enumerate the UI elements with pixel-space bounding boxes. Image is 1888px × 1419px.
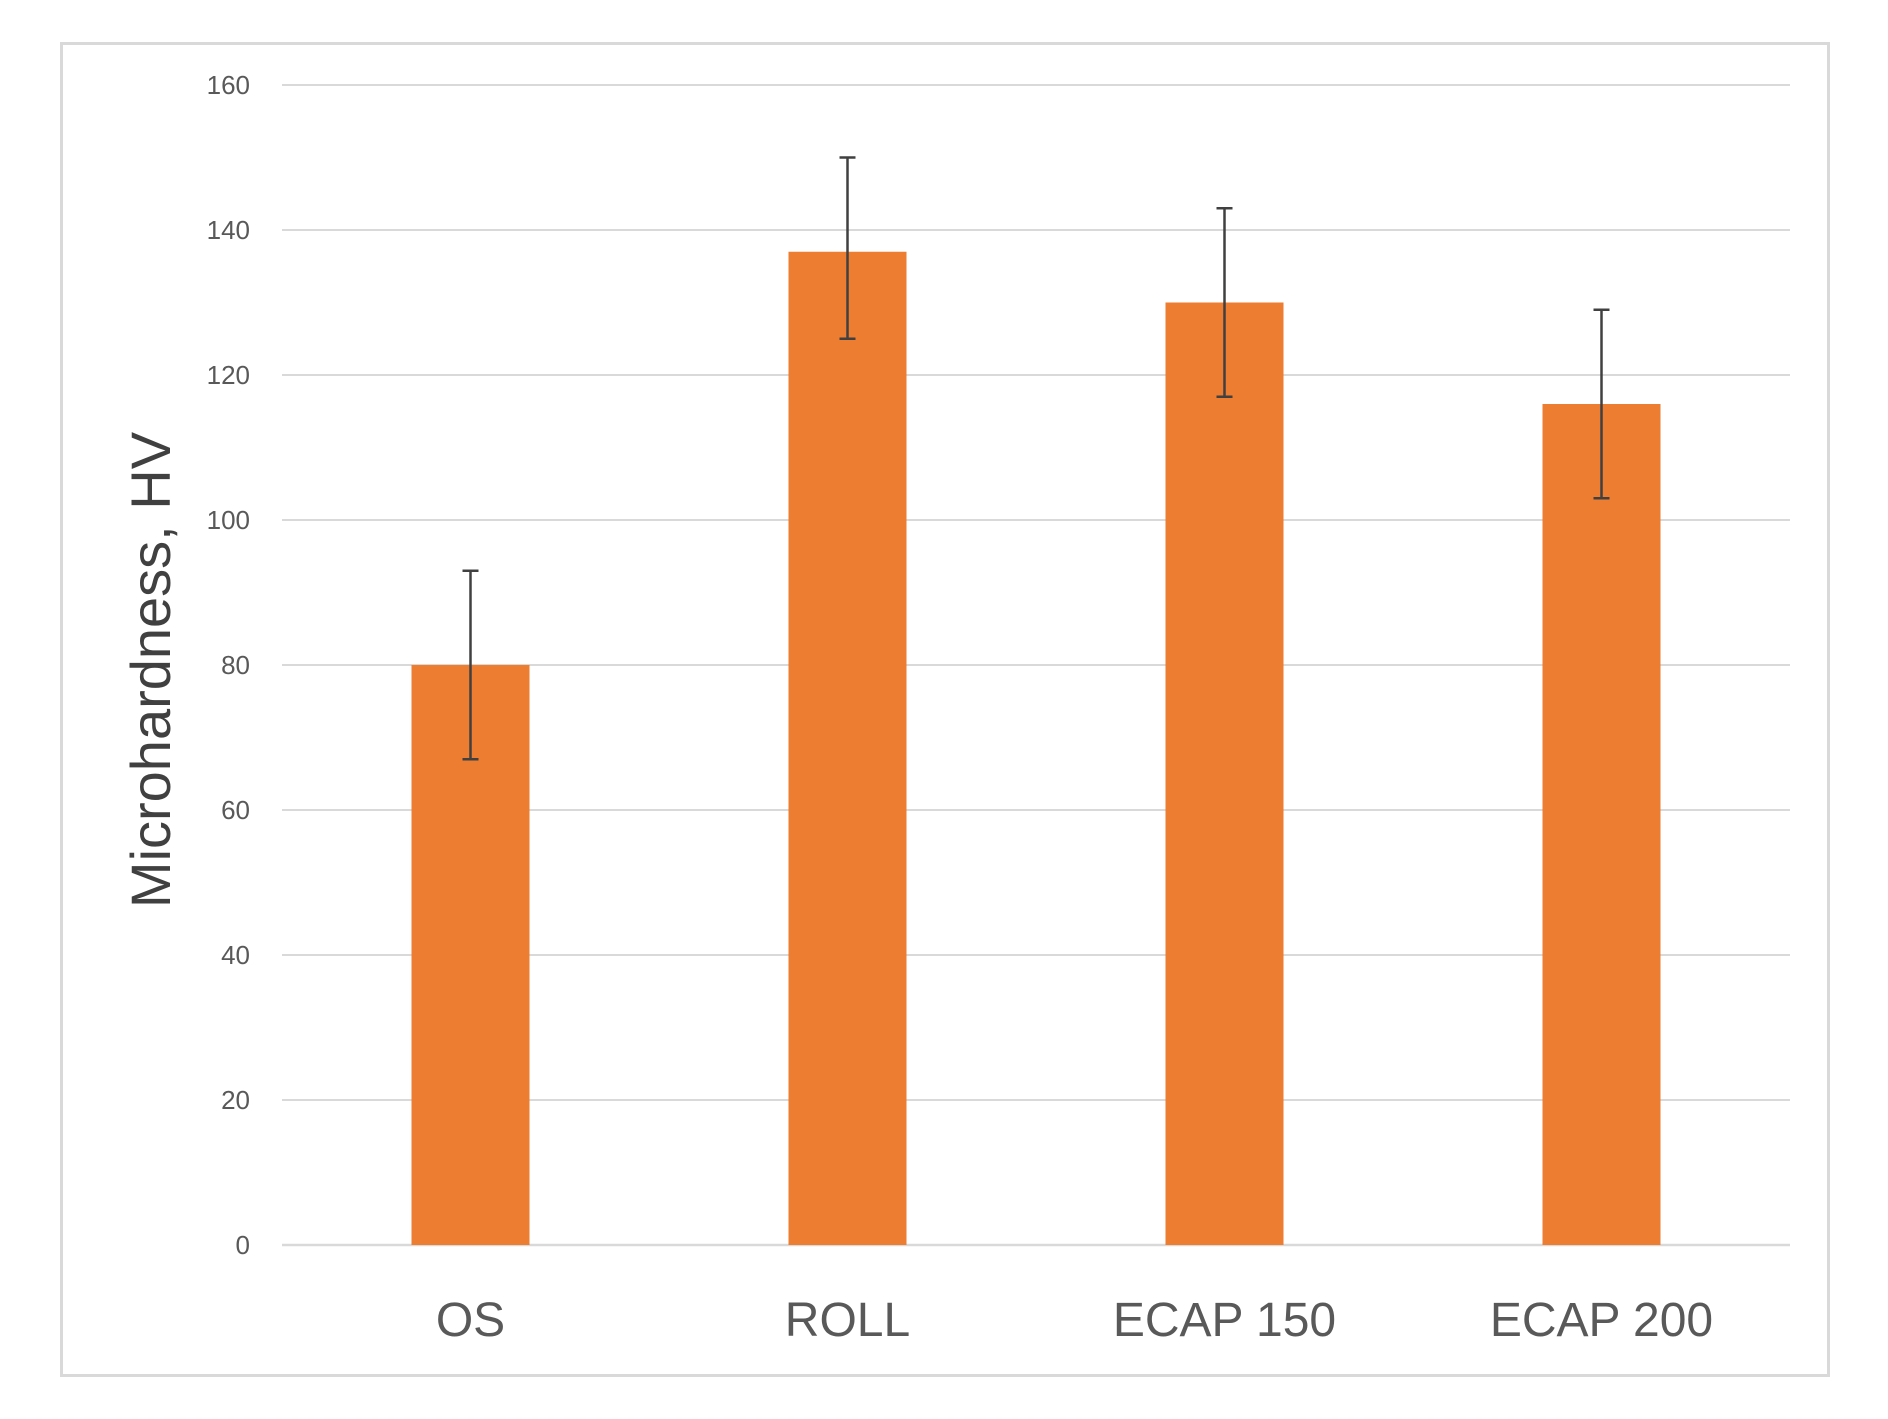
y-tick-label: 40: [221, 940, 250, 970]
y-tick-label: 160: [207, 70, 250, 100]
error-bar: [1216, 207, 1233, 398]
bar: [788, 251, 907, 1245]
error-bar: [462, 569, 479, 761]
bar: [411, 665, 530, 1245]
error-bar: [1593, 308, 1610, 500]
y-tick-label: 60: [221, 795, 250, 825]
chart-frame: [60, 42, 1830, 1377]
y-tick-label: 120: [207, 360, 250, 390]
y-tick-label: 100: [207, 505, 250, 535]
x-category-label: ECAP 200: [1490, 1294, 1713, 1347]
y-tick-label: 20: [221, 1085, 250, 1115]
x-category-label: ECAP 150: [1113, 1294, 1336, 1347]
bar: [1542, 404, 1661, 1245]
y-axis-title: Microhardness, HV: [119, 431, 182, 908]
error-bar: [839, 156, 856, 340]
error-bars: [462, 156, 1610, 761]
x-category-label: ROLL: [785, 1294, 910, 1347]
y-tick-label: 140: [207, 215, 250, 245]
x-axis-categories: OS ROLL ECAP 150 ECAP 200: [436, 1294, 1713, 1347]
bars: [411, 251, 1661, 1245]
x-category-label: OS: [436, 1294, 505, 1347]
gridlines: [282, 84, 1790, 1247]
y-tick-label: 80: [221, 650, 250, 680]
y-axis-ticks: 0 20 40 60 80 100 120 140 160: [207, 70, 250, 1260]
bar: [1165, 302, 1284, 1245]
y-tick-label: 0: [236, 1230, 250, 1260]
